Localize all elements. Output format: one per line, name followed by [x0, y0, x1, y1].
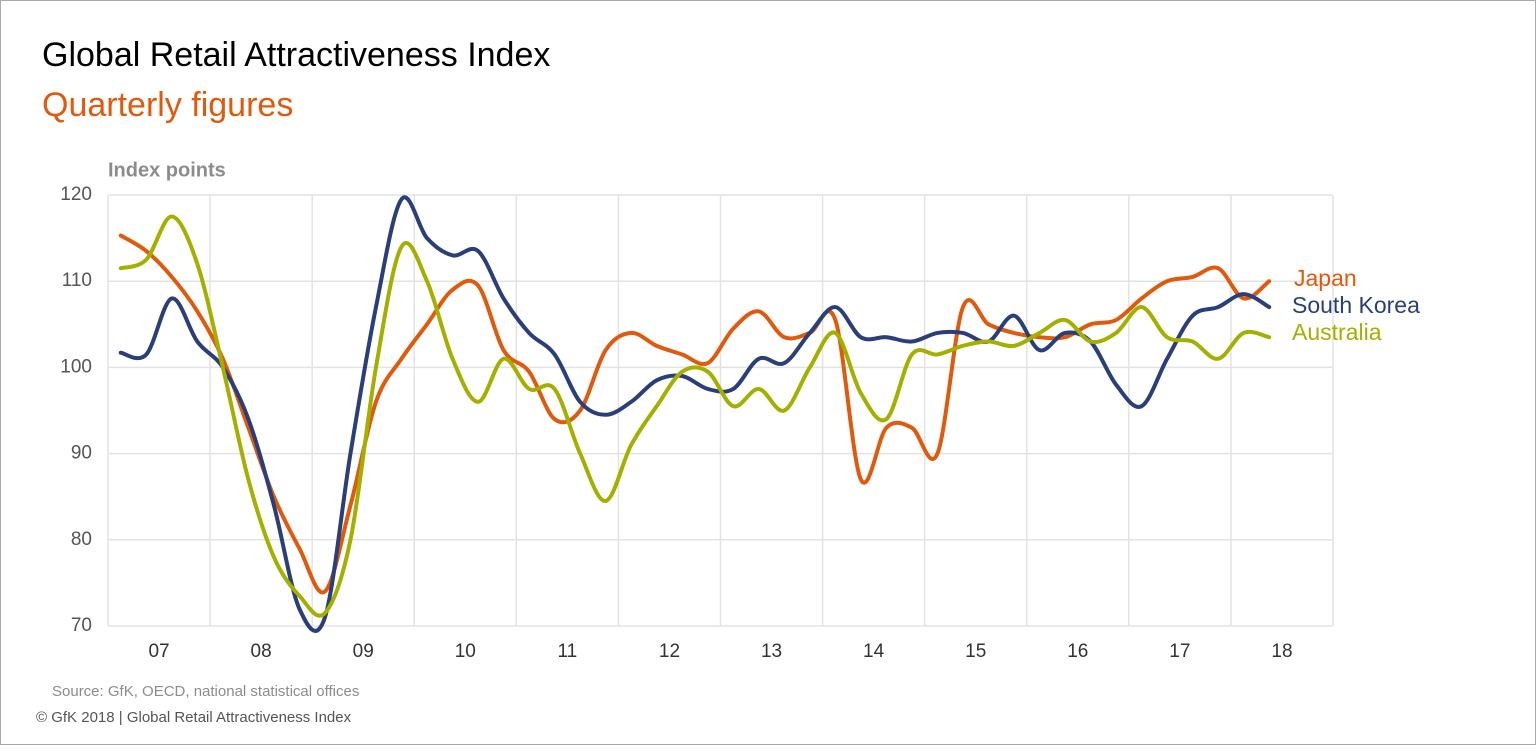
x-tick-label: 18 — [1271, 641, 1292, 662]
y-tick-label: 110 — [62, 270, 92, 291]
y-tick-label: 90 — [71, 443, 92, 464]
series-line — [118, 214, 1272, 618]
x-tick-label: 09 — [353, 641, 374, 662]
y-tick-label: 70 — [71, 615, 92, 636]
x-tick-label: 15 — [965, 641, 986, 662]
x-tick-label: 14 — [863, 641, 885, 662]
x-tick-label: 12 — [659, 641, 680, 662]
y-tick-label: 80 — [71, 529, 92, 550]
x-tick-label: 16 — [1067, 641, 1088, 662]
x-tick-label: 11 — [558, 641, 578, 662]
series-line — [118, 233, 1272, 595]
y-axis-label: Index points — [108, 159, 226, 181]
x-tick-label: 17 — [1169, 641, 1190, 662]
x-tick-label: 13 — [761, 641, 782, 662]
x-tick-label: 07 — [148, 641, 169, 662]
x-tick-label: 08 — [251, 641, 272, 662]
footnote: Source: GfK, OECD, national statistical … — [52, 683, 359, 700]
y-tick-label: 100 — [60, 356, 92, 377]
series-line — [118, 195, 1272, 633]
footnote: © GfK 2018 | Global Retail Attractivenes… — [36, 709, 352, 726]
chart-title: Global Retail Attractiveness Index — [42, 36, 550, 74]
y-tick-label: 120 — [60, 184, 92, 205]
x-tick-label: 10 — [455, 641, 476, 662]
legend-label: Japan — [1294, 265, 1357, 291]
chart-subtitle: Quarterly figures — [42, 86, 293, 124]
legend-label: South Korea — [1292, 292, 1420, 318]
legend-label: Australia — [1292, 319, 1382, 345]
